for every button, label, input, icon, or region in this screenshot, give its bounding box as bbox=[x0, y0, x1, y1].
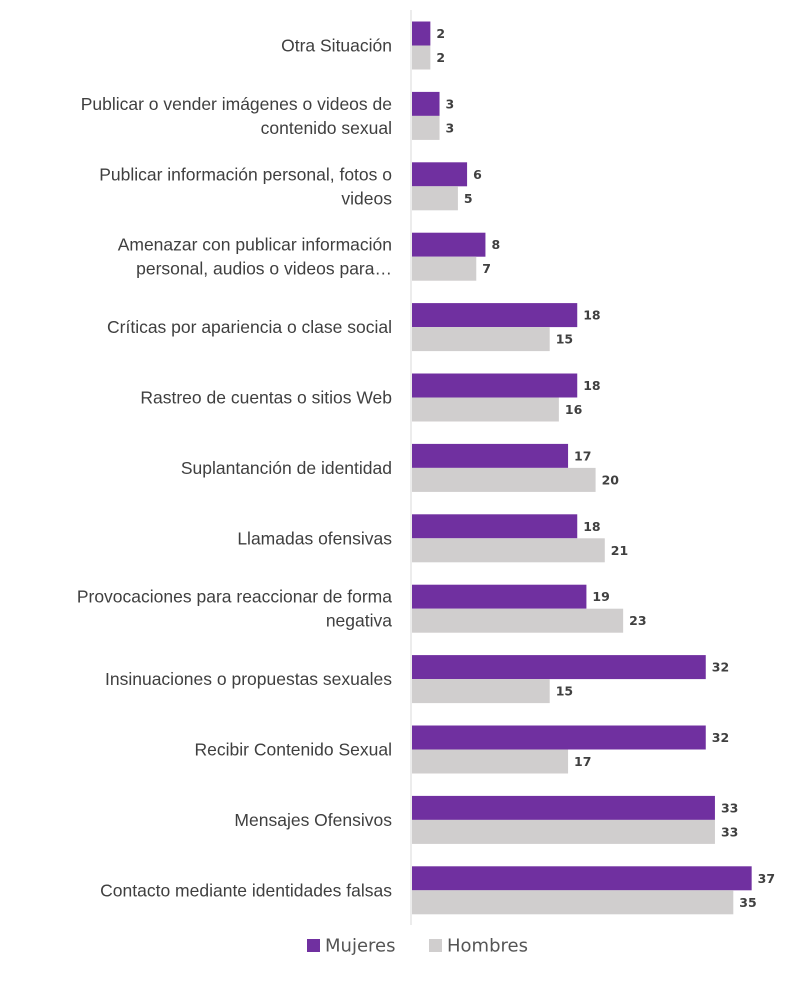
category-labels-layer: Otra Situación Publicar o vender imágenes… bbox=[77, 36, 392, 901]
bar-hombres bbox=[412, 608, 624, 633]
value-label-mujeres: 18 bbox=[583, 378, 600, 393]
value-labels-layer: 2233658718151816172018211923321532173333… bbox=[436, 26, 775, 910]
category-label: Mensajes Ofensivos bbox=[234, 810, 392, 830]
value-label-mujeres: 32 bbox=[712, 730, 729, 745]
bar-hombres bbox=[412, 819, 715, 844]
value-label-mujeres: 19 bbox=[592, 589, 609, 604]
value-label-hombres: 35 bbox=[739, 895, 756, 910]
category-label: Contacto mediante identidades falsas bbox=[100, 880, 392, 900]
value-label-mujeres: 3 bbox=[446, 96, 455, 111]
value-label-mujeres: 2 bbox=[436, 26, 445, 41]
bar-hombres bbox=[412, 538, 605, 563]
category-label: negativa bbox=[326, 611, 392, 631]
legend-hombres-swatch bbox=[429, 939, 442, 952]
legend: Mujeres Hombres bbox=[307, 936, 528, 957]
category-label: Llamadas ofensivas bbox=[237, 528, 392, 548]
value-label-mujeres: 32 bbox=[712, 660, 729, 675]
bar-mujeres bbox=[412, 21, 431, 46]
bar-hombres bbox=[412, 890, 734, 915]
value-label-hombres: 2 bbox=[436, 50, 445, 65]
bar-hombres bbox=[412, 749, 569, 774]
value-label-hombres: 20 bbox=[602, 472, 620, 487]
value-label-hombres: 15 bbox=[556, 332, 573, 347]
category-label: Amenazar con publicar información bbox=[118, 235, 392, 255]
bar-hombres bbox=[412, 115, 440, 140]
value-label-hombres: 17 bbox=[574, 754, 591, 769]
category-label: videos bbox=[341, 188, 392, 208]
value-label-mujeres: 18 bbox=[583, 519, 600, 534]
category-label: Rastreo de cuentas o sitios Web bbox=[140, 388, 392, 408]
value-label-hombres: 15 bbox=[556, 684, 573, 699]
category-label: personal, audios o videos para… bbox=[136, 259, 392, 279]
bar-hombres bbox=[412, 397, 559, 422]
bar-hombres bbox=[412, 679, 550, 704]
category-label: Publicar o vender imágenes o videos de bbox=[81, 94, 392, 114]
category-label: contenido sexual bbox=[261, 118, 392, 138]
bar-mujeres bbox=[412, 655, 706, 680]
category-label: Insinuaciones o propuestas sexuales bbox=[105, 669, 392, 689]
bar-hombres bbox=[412, 327, 550, 352]
bar-hombres bbox=[412, 256, 477, 281]
bar-mujeres bbox=[412, 725, 706, 750]
bar-hombres bbox=[412, 45, 431, 70]
value-label-mujeres: 33 bbox=[721, 800, 738, 815]
bar-mujeres bbox=[412, 162, 468, 187]
category-label: Críticas por apariencia o clase social bbox=[107, 317, 392, 337]
value-label-hombres: 33 bbox=[721, 824, 738, 839]
bar-mujeres bbox=[412, 584, 587, 609]
category-label: Otra Situación bbox=[281, 36, 392, 56]
bar-mujeres bbox=[412, 866, 752, 891]
bars-layer bbox=[412, 21, 752, 915]
value-label-hombres: 5 bbox=[464, 191, 473, 206]
value-label-mujeres: 17 bbox=[574, 448, 591, 463]
value-label-hombres: 7 bbox=[482, 261, 491, 276]
category-label: Recibir Contenido Sexual bbox=[195, 740, 392, 760]
category-label: Provocaciones para reaccionar de forma bbox=[77, 587, 392, 607]
value-label-mujeres: 18 bbox=[583, 308, 600, 323]
value-label-mujeres: 6 bbox=[473, 167, 482, 182]
value-label-mujeres: 37 bbox=[758, 871, 775, 886]
legend-mujeres-label: Mujeres bbox=[325, 936, 395, 957]
bar-mujeres bbox=[412, 373, 578, 398]
category-label: Suplantanción de identidad bbox=[181, 458, 392, 478]
bar-mujeres bbox=[412, 514, 578, 539]
bar-mujeres bbox=[412, 795, 715, 820]
legend-hombres-label: Hombres bbox=[447, 936, 528, 957]
bar-hombres bbox=[412, 467, 596, 492]
value-label-hombres: 16 bbox=[565, 402, 583, 417]
bar-mujeres bbox=[412, 232, 486, 257]
category-label: Publicar información personal, fotos o bbox=[99, 164, 392, 184]
value-label-hombres: 21 bbox=[611, 543, 628, 558]
bar-hombres bbox=[412, 186, 458, 211]
value-label-hombres: 23 bbox=[629, 613, 646, 628]
bar-mujeres bbox=[412, 303, 578, 328]
value-label-hombres: 3 bbox=[446, 120, 455, 135]
bar-mujeres bbox=[412, 91, 440, 116]
value-label-mujeres: 8 bbox=[491, 237, 500, 252]
bar-mujeres bbox=[412, 443, 569, 468]
legend-mujeres-swatch bbox=[307, 939, 320, 952]
